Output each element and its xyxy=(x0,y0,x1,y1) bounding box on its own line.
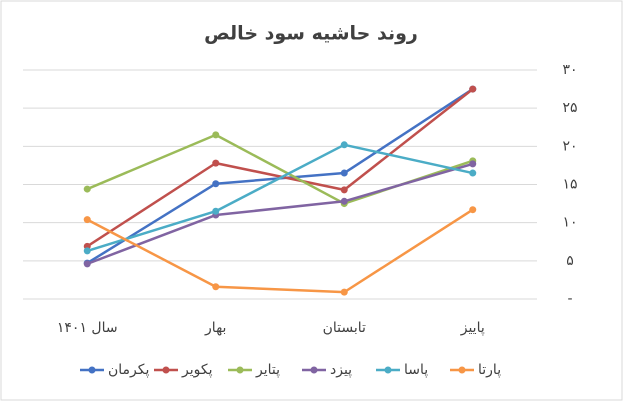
y-tick-label: ۵ xyxy=(566,253,574,269)
legend-label: پتایر xyxy=(255,362,280,378)
point xyxy=(469,206,477,214)
series-line xyxy=(86,208,474,294)
x-tick-label: بهار xyxy=(204,320,226,336)
series-line xyxy=(86,162,474,266)
point xyxy=(340,141,348,149)
legend-marker xyxy=(88,366,96,374)
point xyxy=(83,247,91,255)
point xyxy=(212,207,220,215)
point xyxy=(340,197,348,205)
legend-label: پاسا xyxy=(404,362,428,378)
series-line xyxy=(86,143,474,253)
point xyxy=(340,288,348,296)
y-tick-label: ۱۰ xyxy=(562,215,577,231)
legend-label: پیزد xyxy=(330,362,352,378)
legend-label: پکویر xyxy=(181,362,213,378)
point xyxy=(83,185,91,193)
legend-marker xyxy=(458,366,466,374)
point xyxy=(469,160,477,168)
point xyxy=(83,216,91,224)
y-tick-label: ۲۵ xyxy=(562,100,577,116)
point xyxy=(469,85,477,93)
x-tick-label: تابستان xyxy=(323,320,366,336)
point xyxy=(212,131,220,139)
legend-label: پکرمان xyxy=(108,362,150,378)
chart-title: روند حاشیه سود خالص xyxy=(204,23,418,45)
y-tick-label: - xyxy=(567,291,572,307)
legend-marker xyxy=(236,366,244,374)
y-tick-label: ۳۰ xyxy=(562,62,577,78)
y-tick-label: ۱۵ xyxy=(562,177,577,193)
point xyxy=(340,186,348,194)
legend-label: پارتا xyxy=(478,362,501,378)
legend-marker xyxy=(384,366,392,374)
y-tick-label: ۲۰ xyxy=(562,138,577,154)
point xyxy=(212,159,220,167)
point xyxy=(212,283,220,291)
point xyxy=(469,169,477,177)
point xyxy=(212,180,220,188)
point xyxy=(340,169,348,177)
x-tick-label: سال ۱۴۰۱ xyxy=(57,320,118,336)
legend-marker xyxy=(162,366,170,374)
series-line xyxy=(86,88,474,248)
point xyxy=(83,260,91,268)
legend-marker xyxy=(310,366,318,374)
x-tick-label: پاییز xyxy=(460,320,485,336)
